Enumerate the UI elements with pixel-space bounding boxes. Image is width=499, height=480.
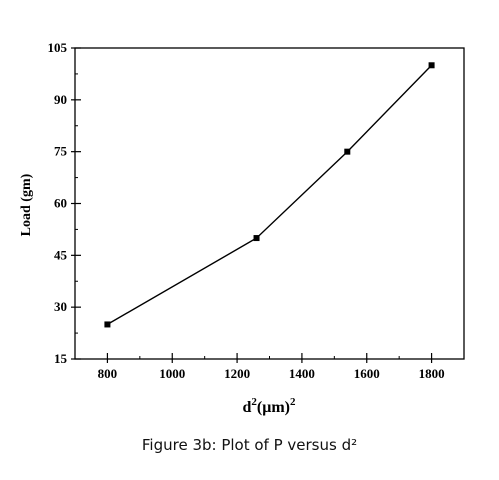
y-tick-label: 75	[54, 144, 68, 159]
data-point	[104, 321, 111, 328]
x-tick-label: 1600	[354, 366, 380, 381]
plot-frame	[74, 47, 465, 360]
x-tick-label: 1200	[224, 366, 250, 381]
y-tick-label: 60	[54, 196, 67, 211]
figure-caption: Figure 3b: Plot of P versus d²	[141, 436, 358, 454]
y-tick-label: 45	[54, 247, 68, 262]
y-tick-label: 90	[54, 92, 67, 107]
chart: 15 30 45 60 75 90 105 800 1000 1200 1400 1600 1800 L…	[19, 40, 465, 416]
y-tick-label: 105	[48, 40, 68, 55]
plot-area: 15 30 45 60 75 90 105 800 1000 1200 1400 1600 1800	[48, 40, 465, 381]
x-tick-label: 1000	[159, 366, 185, 381]
data-point	[428, 62, 435, 69]
x-tick-label: 800	[98, 366, 118, 381]
x-tick-label: 1800	[419, 366, 445, 381]
y-tick-label: 15	[54, 351, 68, 366]
x-tick-label: 1400	[289, 366, 315, 381]
x-axis-title-base: d	[243, 399, 252, 416]
x-axis-title: d2(μm)2	[243, 396, 296, 416]
data-point	[344, 148, 351, 155]
x-axis-title-sup1: 2	[251, 396, 257, 408]
x-axis-title-sup2: 2	[290, 396, 296, 408]
data-point	[253, 235, 260, 242]
y-tick-label: 30	[54, 299, 67, 314]
series-line	[107, 64, 433, 326]
x-axis-title-mid: (μm)	[257, 399, 290, 416]
y-axis-title: Load (gm)	[19, 173, 34, 236]
